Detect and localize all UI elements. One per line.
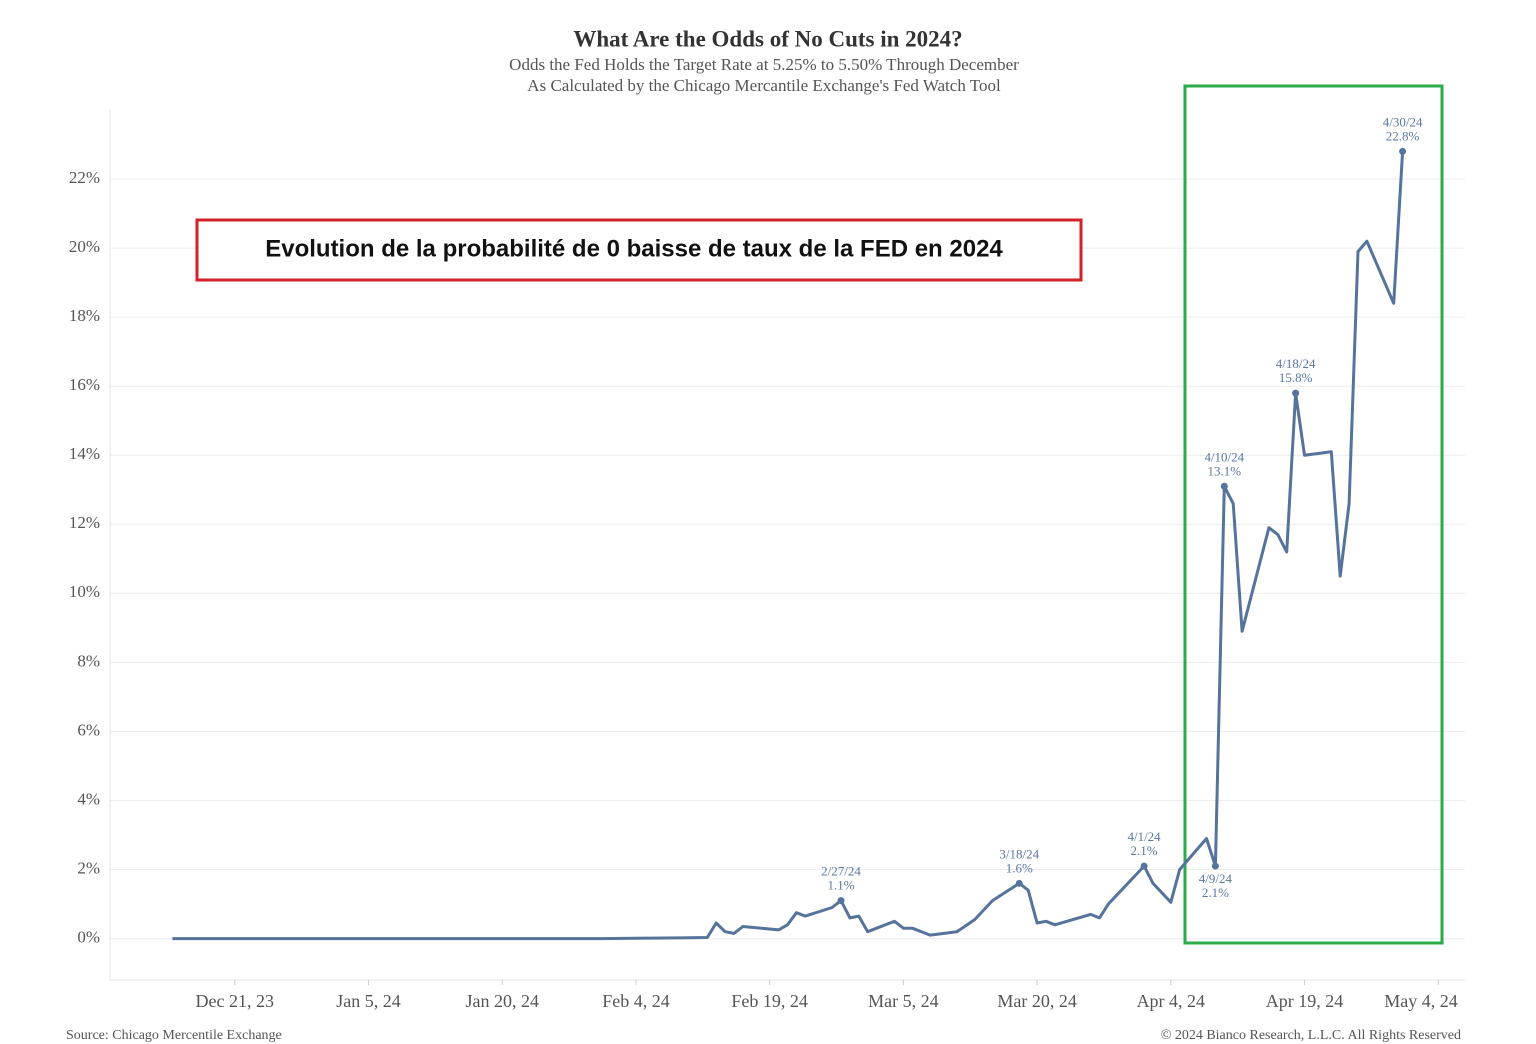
y-tick-label: 4% (77, 789, 100, 808)
annotation-date: 4/18/24 (1276, 356, 1316, 371)
annotation-value: 2.1% (1202, 885, 1229, 900)
y-tick-label: 14% (69, 444, 100, 463)
chart-subtitle: Odds the Fed Holds the Target Rate at 5.… (509, 55, 1019, 74)
annotation-value: 15.8% (1279, 370, 1313, 385)
annotation-date: 2/27/24 (821, 864, 861, 879)
callout-box (195, 218, 1083, 282)
x-tick-label: Mar 5, 24 (868, 991, 939, 1011)
x-tick-label: Apr 19, 24 (1266, 991, 1344, 1011)
data-line (172, 151, 1405, 941)
x-tick-label: May 4, 24 (1384, 991, 1458, 1011)
x-tick-label: Apr 4, 24 (1137, 991, 1206, 1011)
y-tick-label: 0% (77, 927, 100, 946)
annotation-date: 3/18/24 (999, 846, 1039, 861)
annotation-date: 4/1/24 (1127, 829, 1161, 844)
source-note: Source: Chicago Mercentile Exchange (66, 1028, 282, 1043)
y-tick-label: 12% (69, 513, 100, 532)
annotation-value: 1.1% (827, 878, 854, 893)
annotation-value: 22.8% (1386, 128, 1420, 143)
x-tick-label: Mar 20, 24 (997, 991, 1077, 1011)
chart-subtitle: As Calculated by the Chicago Mercantile … (527, 76, 1001, 95)
x-tick-label: Feb 19, 24 (731, 991, 808, 1011)
annotation-point (837, 897, 845, 905)
x-tick-label: Jan 20, 24 (465, 991, 539, 1011)
callout-text: Evolution de la probabilité de 0 baisse … (265, 235, 1003, 262)
annotation-date: 4/30/24 (1383, 114, 1423, 129)
y-tick-label: 20% (69, 237, 100, 256)
annotation-point (1292, 389, 1300, 397)
annotation-point (1399, 147, 1407, 155)
annotation-point (1211, 862, 1219, 870)
y-tick-label: 8% (77, 651, 100, 670)
annotation-value: 1.6% (1006, 860, 1033, 875)
highlight-box (1183, 84, 1444, 945)
copyright-note: © 2024 Bianco Research, L.L.C. All Right… (1161, 1028, 1461, 1043)
annotation-date: 4/9/24 (1199, 871, 1233, 886)
x-tick-label: Feb 4, 24 (602, 991, 670, 1011)
y-tick-label: 2% (77, 858, 100, 877)
y-tick-label: 6% (77, 720, 100, 739)
annotation-point (1015, 879, 1023, 887)
annotation-point (1220, 482, 1228, 490)
annotation-point (1140, 862, 1148, 870)
y-tick-label: 16% (69, 375, 100, 394)
y-tick-label: 10% (69, 582, 100, 601)
y-tick-label: 18% (69, 306, 100, 325)
annotation-value: 2.1% (1131, 843, 1158, 858)
x-tick-label: Jan 5, 24 (336, 991, 401, 1011)
annotation-date: 4/10/24 (1204, 449, 1244, 464)
x-tick-label: Dec 21, 23 (196, 991, 274, 1011)
chart-title: What Are the Odds of No Cuts in 2024? (573, 26, 962, 51)
annotation-value: 13.1% (1208, 463, 1242, 478)
y-tick-label: 22% (69, 168, 100, 187)
